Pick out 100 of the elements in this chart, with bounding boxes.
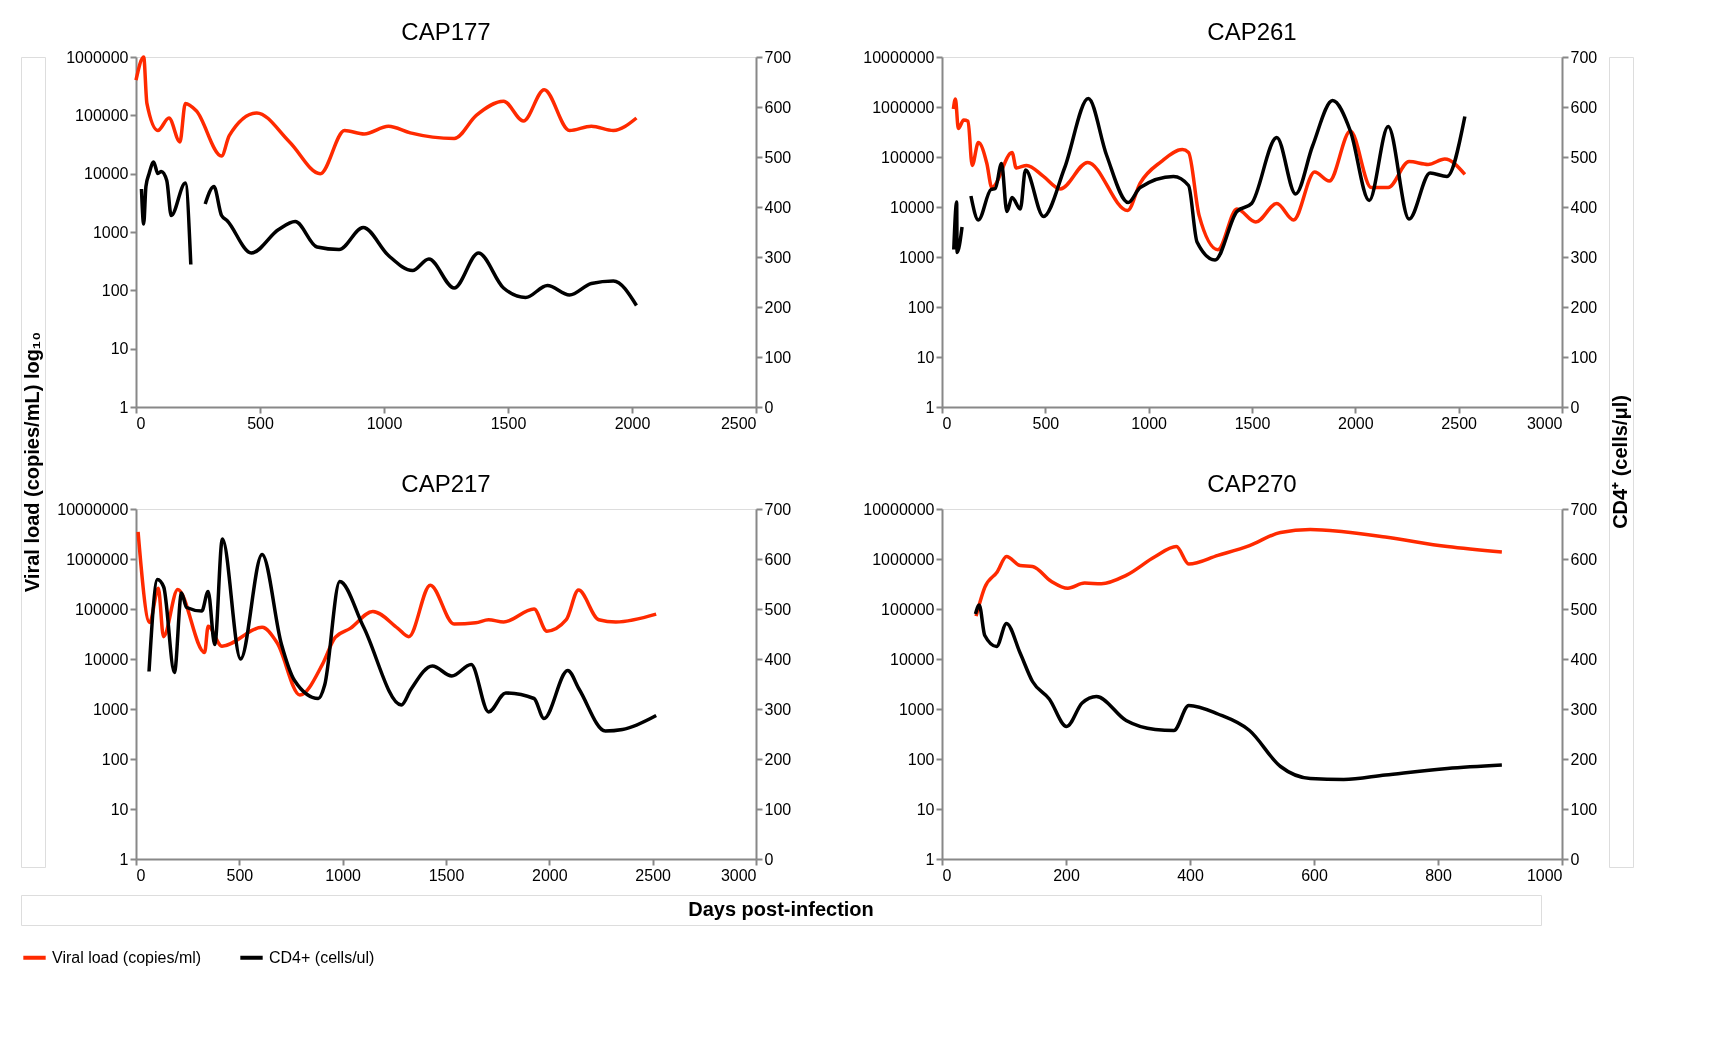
y-tick-label: 10000000 <box>863 48 935 66</box>
x-tick-label: 3000 <box>720 866 757 884</box>
x-tick-label: 800 <box>1425 866 1452 884</box>
y-tick-label: 10000 <box>890 198 935 216</box>
y2-tick-label: 500 <box>764 148 792 166</box>
x-tick-label: 500 <box>1032 414 1060 432</box>
y-tick-label: 1000 <box>898 248 935 266</box>
y-tick-label: 10 <box>916 348 935 366</box>
legend-label: CD4+ (cells/ul) <box>269 948 375 966</box>
y2-tick-label: 500 <box>764 600 792 618</box>
y-tick-label: 10 <box>110 340 129 358</box>
y-tick-label: 100 <box>907 750 935 768</box>
x-tick-label: 1000 <box>325 866 362 884</box>
y-tick-label: 1000000 <box>66 48 129 66</box>
x-tick-label: 0 <box>942 414 952 432</box>
y2-tick-label: 100 <box>1570 348 1598 366</box>
x-tick-label: 500 <box>226 866 254 884</box>
y-tick-label: 100 <box>101 281 129 299</box>
chart-title: CAP217 <box>401 470 491 497</box>
line-series <box>973 603 1504 782</box>
x-tick-label: 1000 <box>1526 866 1563 884</box>
y-tick-label: 1 <box>119 398 129 416</box>
y2-tick-label: 600 <box>764 98 792 116</box>
x-tick-label: 400 <box>1177 866 1204 884</box>
y-tick-label: 100000 <box>881 600 935 618</box>
y-tick-label: 10 <box>916 800 935 818</box>
y-tick-label: 1 <box>119 850 129 868</box>
y-tick-label: 10000 <box>84 650 129 668</box>
x-tick-label: 1000 <box>1131 414 1168 432</box>
y-tick-label: 100000 <box>75 600 129 618</box>
y2-tick-label: 400 <box>1570 198 1598 216</box>
y-tick-label: 1000000 <box>872 98 935 116</box>
x-tick-label: 2000 <box>532 866 568 884</box>
y2-tick-label: 500 <box>1570 148 1598 166</box>
y2-tick-label: 200 <box>764 298 792 316</box>
y-tick-label: 1 <box>925 398 935 416</box>
y2-tick-label: 600 <box>1570 98 1598 116</box>
y2-tick-label: 100 <box>1570 800 1598 818</box>
x-tick-label: 1000 <box>366 414 403 432</box>
x-axis-title: Days post-infection <box>688 898 874 920</box>
x-tick-label: 2500 <box>720 414 757 432</box>
y2-tick-label: 300 <box>1570 700 1598 718</box>
x-tick-label: 2500 <box>635 866 672 884</box>
y-tick-label: 1000 <box>898 700 935 718</box>
y-tick-label: 100000 <box>75 106 129 124</box>
x-tick-label: 600 <box>1301 866 1328 884</box>
y2-tick-label: 300 <box>764 700 792 718</box>
y-axis-title: Viral load (copies/mL) log₁₀ <box>21 331 43 593</box>
y2-tick-label: 200 <box>764 750 792 768</box>
y-tick-label: 100000 <box>881 148 935 166</box>
x-tick-label: 2000 <box>1338 414 1374 432</box>
x-tick-label: 500 <box>247 414 274 432</box>
y2-tick-label: 300 <box>764 248 792 266</box>
y2-tick-label: 400 <box>764 198 792 216</box>
x-tick-label: 2500 <box>1441 414 1478 432</box>
legend-label: Viral load (copies/ml) <box>52 948 202 966</box>
chart-title: CAP270 <box>1207 470 1297 497</box>
y2-tick-label: 0 <box>764 398 774 416</box>
line-series <box>134 55 639 176</box>
x-tick-label: 2000 <box>614 414 651 432</box>
y2-tick-label: 700 <box>764 500 792 518</box>
y2-tick-label: 600 <box>764 550 792 568</box>
y-tick-label: 1 <box>925 850 935 868</box>
y-tick-label: 10000 <box>84 165 129 183</box>
y2-tick-label: 700 <box>1570 48 1598 66</box>
chart-title: CAP177 <box>401 18 491 45</box>
y-tick-label: 1000000 <box>872 550 935 568</box>
x-tick-label: 1500 <box>428 866 465 884</box>
x-tick-label: 0 <box>942 866 952 884</box>
y2-axis-title: CD4⁺ (cells/μl) <box>1609 395 1631 529</box>
y-tick-label: 10 <box>110 800 129 818</box>
x-tick-label: 1500 <box>490 414 527 432</box>
y-tick-label: 10000000 <box>863 500 935 518</box>
y-tick-label: 1000 <box>92 700 129 718</box>
y2-tick-label: 100 <box>764 348 792 366</box>
x-tick-label: 0 <box>136 866 146 884</box>
y2-tick-label: 300 <box>1570 248 1598 266</box>
y-tick-label: 10000 <box>890 650 935 668</box>
y2-tick-label: 0 <box>1570 850 1580 868</box>
y2-tick-label: 100 <box>764 800 792 818</box>
y-tick-label: 1000 <box>92 223 129 241</box>
y2-tick-label: 200 <box>1570 298 1598 316</box>
y2-tick-label: 400 <box>1570 650 1598 668</box>
y-tick-label: 100 <box>101 750 129 768</box>
y2-tick-label: 200 <box>1570 750 1598 768</box>
y2-tick-label: 700 <box>764 48 792 66</box>
line-series <box>147 537 658 733</box>
y2-tick-label: 600 <box>1570 550 1598 568</box>
y2-tick-label: 400 <box>764 650 792 668</box>
y2-tick-label: 0 <box>1570 398 1580 416</box>
y-tick-label: 1000000 <box>66 550 129 568</box>
line-series <box>974 527 1504 618</box>
y2-tick-label: 700 <box>1570 500 1598 518</box>
x-tick-label: 0 <box>136 414 146 432</box>
chart-title: CAP261 <box>1207 18 1297 45</box>
x-tick-label: 200 <box>1053 866 1080 884</box>
y2-tick-label: 0 <box>764 850 774 868</box>
x-tick-label: 3000 <box>1526 414 1563 432</box>
x-tick-label: 1500 <box>1234 414 1271 432</box>
y-tick-label: 100 <box>907 298 935 316</box>
